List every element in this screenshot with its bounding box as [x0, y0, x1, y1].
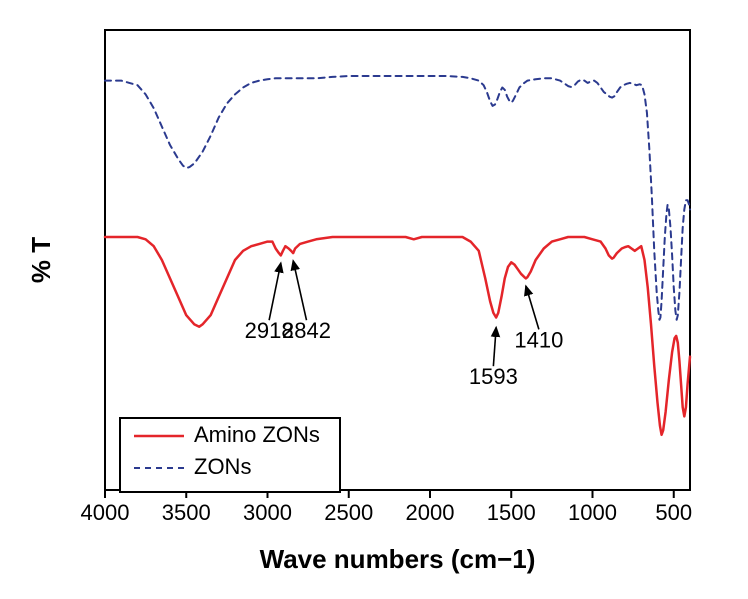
x-tick-label: 2000 — [406, 500, 455, 525]
x-tick-label: 1000 — [568, 500, 617, 525]
legend-label: ZONs — [194, 454, 251, 479]
x-tick-label: 1500 — [487, 500, 536, 525]
x-axis-label: Wave numbers (cm−1) — [260, 544, 536, 574]
peak-label-2842: 2842 — [282, 318, 331, 343]
x-tick-label: 3500 — [162, 500, 211, 525]
chart-svg: 4000350030002500200015001000500 29182842… — [0, 0, 748, 599]
legend: Amino ZONs ZONs — [120, 418, 340, 492]
x-tick-label: 4000 — [81, 500, 130, 525]
x-tick-label: 3000 — [243, 500, 292, 525]
ftir-chart: 4000350030002500200015001000500 29182842… — [0, 0, 748, 599]
x-tick-label: 2500 — [324, 500, 373, 525]
peak-label-1410: 1410 — [514, 327, 563, 352]
legend-label: Amino ZONs — [194, 422, 320, 447]
x-tick-label: 500 — [655, 500, 692, 525]
y-axis-label: % T — [26, 237, 56, 283]
peak-label-1593: 1593 — [469, 364, 518, 389]
